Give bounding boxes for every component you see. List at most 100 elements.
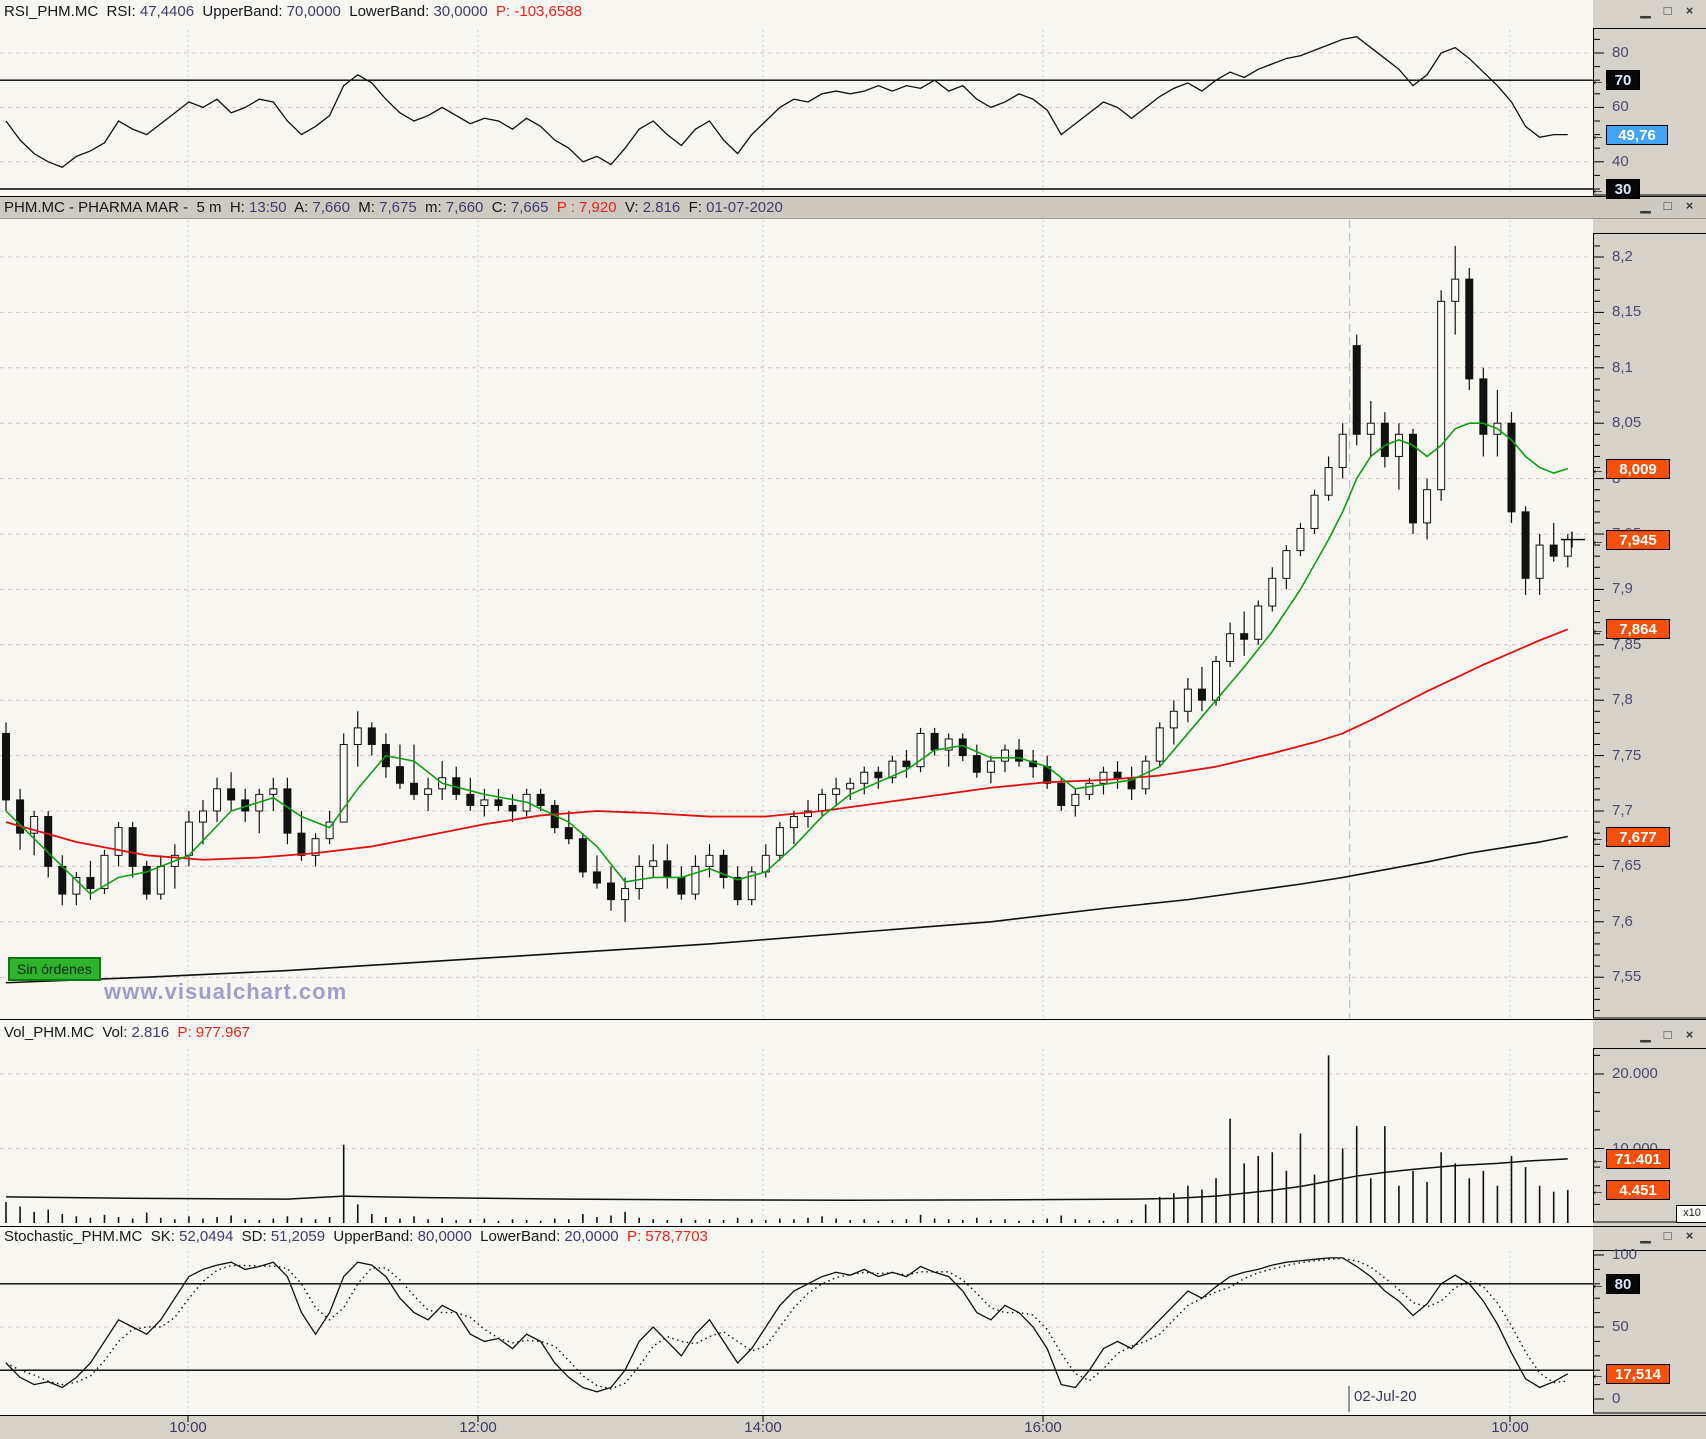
title-segment: 7,675 [379, 199, 417, 216]
close-icon[interactable]: × [1685, 1228, 1694, 1243]
minimize-icon[interactable]: ▁ [1640, 1027, 1651, 1042]
price-scale-label: 8,15 [1612, 303, 1642, 321]
price-scale-label: 7,85 [1612, 635, 1642, 653]
title-segment: 80,0000 [417, 1228, 472, 1245]
stochastic-price-flag: 80 [1606, 1273, 1640, 1294]
price-price-flag: 8,009 [1606, 458, 1670, 479]
minimize-icon[interactable]: ▁ [1640, 3, 1651, 18]
stochastic-scale-label: 0 [1612, 1390, 1621, 1407]
volume-panel-title: Vol_PHM.MC Vol: 2.816 P: 977.967 [4, 1024, 250, 1042]
price-scale-label: 7,75 [1612, 746, 1642, 764]
scale-arrow-icon: ← [1590, 531, 1605, 548]
title-segment: P: 977.967 [177, 1024, 250, 1041]
title-segment: 13:50 [249, 199, 287, 216]
time-axis-label: 16:00 [1024, 1419, 1062, 1436]
rsi-panel-title: RSI_PHM.MC RSI: 47,4406 UpperBand: 70,00… [4, 3, 582, 21]
rsi-scale-label: 40 [1612, 152, 1629, 170]
price-scale-label: 7,65 [1612, 857, 1642, 875]
price-scale-label: 7,9 [1612, 580, 1633, 598]
main-window-controls: ▁ □ × [1638, 199, 1697, 214]
minimize-icon[interactable]: ▁ [1640, 1228, 1651, 1243]
title-segment: 01-07-2020 [706, 199, 783, 216]
maximize-icon[interactable]: □ [1663, 1228, 1672, 1243]
title-segment: 47,4406 [139, 3, 195, 20]
price-scale-label: 7,8 [1612, 691, 1633, 709]
scale-arrow-icon: ← [1590, 828, 1605, 845]
price-scale-label: 8,2 [1612, 248, 1633, 265]
close-icon[interactable]: × [1685, 198, 1694, 213]
price-scale-label: 8,05 [1612, 414, 1642, 432]
watermark: www.visualchart.com [104, 979, 348, 1004]
price-scale-label: 7,6 [1612, 912, 1633, 930]
price-scale-label: 7,7 [1612, 802, 1633, 819]
scale-arrow-icon: ← [1590, 181, 1605, 197]
title-segment: 2.816 [642, 199, 681, 216]
volume-window-controls: ▁ □ × [1638, 1028, 1697, 1043]
title-segment: Stochastic_PHM.MC SK: [4, 1228, 180, 1245]
rsi-price-flag: 30 [1606, 179, 1640, 199]
title-segment: LowerBand: [471, 1228, 565, 1245]
title-segment: UpperBand: [325, 1228, 418, 1245]
price-price-flag: 7,677 [1606, 826, 1670, 847]
stochastic-panel-title: Stochastic_PHM.MC SK: 52,0494 SD: 51,205… [4, 1228, 708, 1246]
title-segment: V: [616, 199, 643, 216]
title-segment: m: [416, 199, 446, 216]
volume-price-flag: 71.401 [1606, 1148, 1670, 1169]
maximize-icon[interactable]: □ [1663, 1027, 1672, 1042]
scale-arrow-icon: ← [1590, 1181, 1605, 1198]
title-segment: M: [349, 199, 380, 216]
title-segment: 30,0000 [433, 3, 488, 20]
title-segment: SD: [233, 1228, 271, 1245]
close-icon[interactable]: × [1685, 3, 1694, 18]
price-price-flag: 7,864 [1606, 619, 1670, 640]
title-segment [548, 199, 556, 216]
scale-arrow-icon: ← [1590, 460, 1605, 477]
scale-arrow-icon: ← [1590, 72, 1605, 89]
title-segment: 7,660 [445, 199, 484, 216]
title-segment: 7,660 [312, 199, 350, 216]
price-price-flag: 7,945 [1606, 529, 1670, 550]
title-segment [488, 3, 496, 20]
title-segment: 70,0000 [286, 3, 341, 20]
title-segment: C: [483, 199, 511, 216]
volume-multiplier-badge: x10 [1676, 1205, 1706, 1223]
rsi-window-controls: ▁ □ × [1638, 4, 1697, 19]
rsi-price-flag: 70 [1606, 70, 1640, 91]
time-axis-label: 10:00 [169, 1419, 207, 1436]
date-label: 02-Jul-20 [1354, 1388, 1417, 1405]
title-segment: 7,665 [510, 199, 549, 216]
title-segment: 52,0494 [179, 1228, 234, 1245]
no-orders-button[interactable]: Sin órdenes [8, 957, 101, 981]
price-scale-label: 7,55 [1612, 968, 1642, 986]
title-segment: 51,2059 [270, 1228, 326, 1245]
stochastic-scale-label: 100 [1612, 1246, 1638, 1263]
stochastic-price-flag: 17,514 [1606, 1363, 1670, 1384]
title-segment: F: [680, 199, 707, 216]
maximize-icon[interactable]: □ [1663, 3, 1672, 18]
close-icon[interactable]: × [1685, 1027, 1694, 1042]
main-panel-title: PHM.MC - PHARMA MAR - 5 m H: 13:50 A: 7,… [4, 199, 783, 217]
title-segment: P: 578,7703 [626, 1228, 708, 1245]
maximize-icon[interactable]: □ [1663, 198, 1672, 213]
volume-scale-label: 20.000 [1612, 1065, 1658, 1082]
title-segment: UpperBand: [194, 3, 287, 20]
title-segment: RSI_PHM.MC RSI: [4, 3, 140, 20]
scale-arrow-icon: ← [1590, 621, 1605, 638]
time-axis-label: 10:00 [1491, 1419, 1529, 1436]
volume-price-flag: 4.451 [1606, 1179, 1670, 1200]
rsi-scale-label: 80 [1612, 44, 1629, 61]
title-segment: 20,0000 [564, 1228, 619, 1245]
title-segment: P: -103,6588 [496, 3, 582, 20]
rsi-price-flag: 49,76 [1606, 125, 1668, 146]
price-scale-label: 8,1 [1612, 358, 1633, 376]
scale-arrow-icon: ← [1590, 1150, 1605, 1167]
title-segment: A: [286, 199, 313, 216]
minimize-icon[interactable]: ▁ [1640, 198, 1651, 213]
time-axis-label: 12:00 [459, 1419, 497, 1436]
scale-arrow-icon: ← [1590, 1275, 1605, 1292]
title-segment: 2.816 [131, 1024, 170, 1041]
rsi-scale-label: 60 [1612, 98, 1629, 116]
time-axis-label: 14:00 [744, 1419, 782, 1436]
